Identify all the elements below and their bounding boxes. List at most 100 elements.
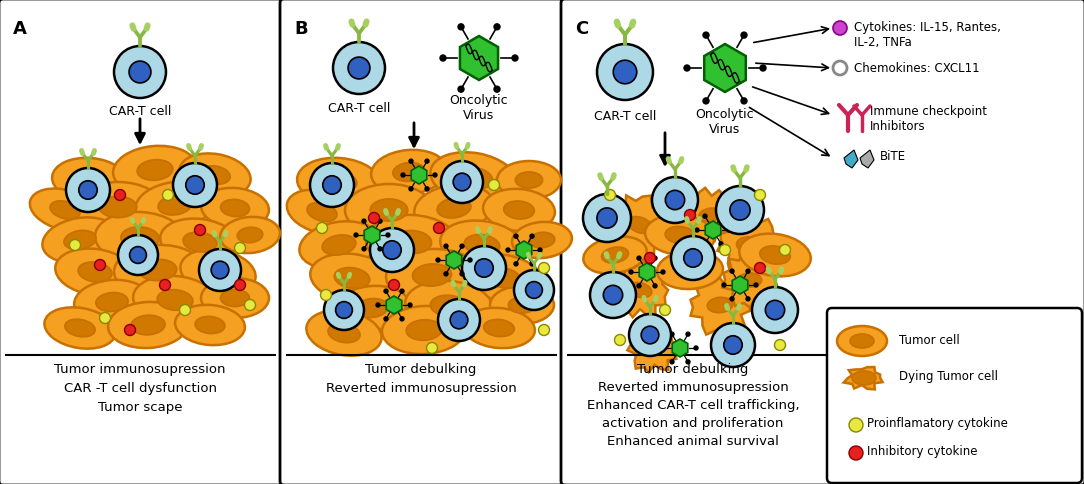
Circle shape [754, 283, 758, 287]
Text: Tumor debulking
Reverted immunosupression: Tumor debulking Reverted immunosupressio… [325, 363, 516, 395]
Ellipse shape [455, 167, 492, 189]
Circle shape [651, 177, 698, 223]
Circle shape [754, 190, 765, 200]
Circle shape [666, 190, 685, 210]
Ellipse shape [430, 152, 517, 204]
Circle shape [741, 32, 747, 38]
Ellipse shape [504, 201, 534, 219]
Ellipse shape [307, 202, 337, 222]
Circle shape [662, 346, 666, 350]
Ellipse shape [95, 212, 185, 264]
Circle shape [400, 289, 404, 293]
Circle shape [765, 301, 785, 319]
Ellipse shape [74, 182, 162, 232]
Ellipse shape [328, 323, 360, 343]
Circle shape [462, 246, 506, 290]
Circle shape [433, 173, 437, 177]
Ellipse shape [645, 215, 715, 255]
Circle shape [440, 55, 446, 61]
Polygon shape [860, 150, 874, 168]
Circle shape [401, 173, 405, 177]
Ellipse shape [140, 259, 177, 281]
Ellipse shape [114, 245, 202, 295]
Circle shape [459, 24, 464, 30]
Circle shape [475, 259, 493, 277]
Circle shape [324, 290, 364, 330]
Ellipse shape [202, 262, 234, 282]
Ellipse shape [515, 172, 543, 188]
Polygon shape [722, 251, 777, 307]
Circle shape [833, 21, 847, 35]
Circle shape [704, 242, 707, 246]
Ellipse shape [108, 302, 188, 348]
Circle shape [659, 304, 671, 316]
Circle shape [514, 234, 518, 238]
Circle shape [460, 244, 464, 248]
Ellipse shape [464, 235, 500, 256]
Circle shape [444, 244, 448, 248]
Polygon shape [460, 36, 498, 80]
Ellipse shape [195, 317, 224, 333]
Text: Inhibitory cytokine: Inhibitory cytokine [867, 445, 978, 458]
Circle shape [514, 270, 554, 310]
Circle shape [730, 297, 734, 301]
Circle shape [453, 173, 470, 191]
Circle shape [194, 225, 206, 236]
Ellipse shape [413, 264, 452, 286]
FancyBboxPatch shape [562, 0, 1084, 484]
Ellipse shape [405, 281, 493, 331]
Ellipse shape [136, 182, 215, 228]
Text: BiTE: BiTE [880, 150, 906, 163]
Circle shape [376, 303, 380, 307]
Circle shape [115, 190, 126, 200]
Ellipse shape [131, 315, 165, 335]
Circle shape [494, 24, 500, 30]
Polygon shape [672, 339, 687, 357]
Text: Tumor debulking
Reverted immunosupression
Enhanced CAR-T cell trafficking,
activ: Tumor debulking Reverted immunosupressio… [586, 363, 799, 448]
Circle shape [434, 223, 444, 233]
Circle shape [730, 200, 750, 220]
Circle shape [653, 284, 657, 288]
Circle shape [409, 159, 413, 163]
Circle shape [370, 228, 414, 272]
Circle shape [426, 343, 438, 353]
Circle shape [741, 98, 747, 104]
Circle shape [779, 244, 790, 256]
Ellipse shape [201, 278, 269, 318]
Polygon shape [844, 150, 859, 168]
Circle shape [460, 272, 464, 276]
Circle shape [730, 269, 734, 273]
Circle shape [211, 261, 229, 279]
Circle shape [163, 190, 173, 200]
Ellipse shape [95, 293, 128, 311]
Circle shape [538, 248, 542, 252]
Ellipse shape [180, 249, 256, 295]
Circle shape [653, 256, 657, 260]
Circle shape [489, 180, 500, 191]
Polygon shape [609, 196, 670, 255]
Circle shape [760, 65, 766, 71]
Ellipse shape [392, 230, 431, 254]
Circle shape [695, 228, 699, 232]
Ellipse shape [42, 217, 118, 263]
Circle shape [539, 262, 550, 273]
FancyBboxPatch shape [0, 0, 282, 484]
Ellipse shape [297, 158, 380, 206]
Ellipse shape [160, 219, 240, 265]
Ellipse shape [760, 246, 790, 264]
Text: Immune checkpoint
Inhibitors: Immune checkpoint Inhibitors [870, 105, 988, 133]
Ellipse shape [176, 305, 245, 345]
Ellipse shape [202, 188, 269, 228]
Ellipse shape [464, 254, 543, 302]
Circle shape [444, 272, 448, 276]
Circle shape [684, 249, 702, 267]
Circle shape [234, 242, 245, 254]
Circle shape [641, 326, 659, 344]
Circle shape [321, 289, 332, 301]
Circle shape [670, 360, 674, 364]
Polygon shape [706, 221, 721, 239]
Circle shape [833, 61, 847, 75]
Circle shape [386, 233, 390, 237]
Circle shape [129, 61, 151, 83]
Circle shape [684, 210, 696, 221]
